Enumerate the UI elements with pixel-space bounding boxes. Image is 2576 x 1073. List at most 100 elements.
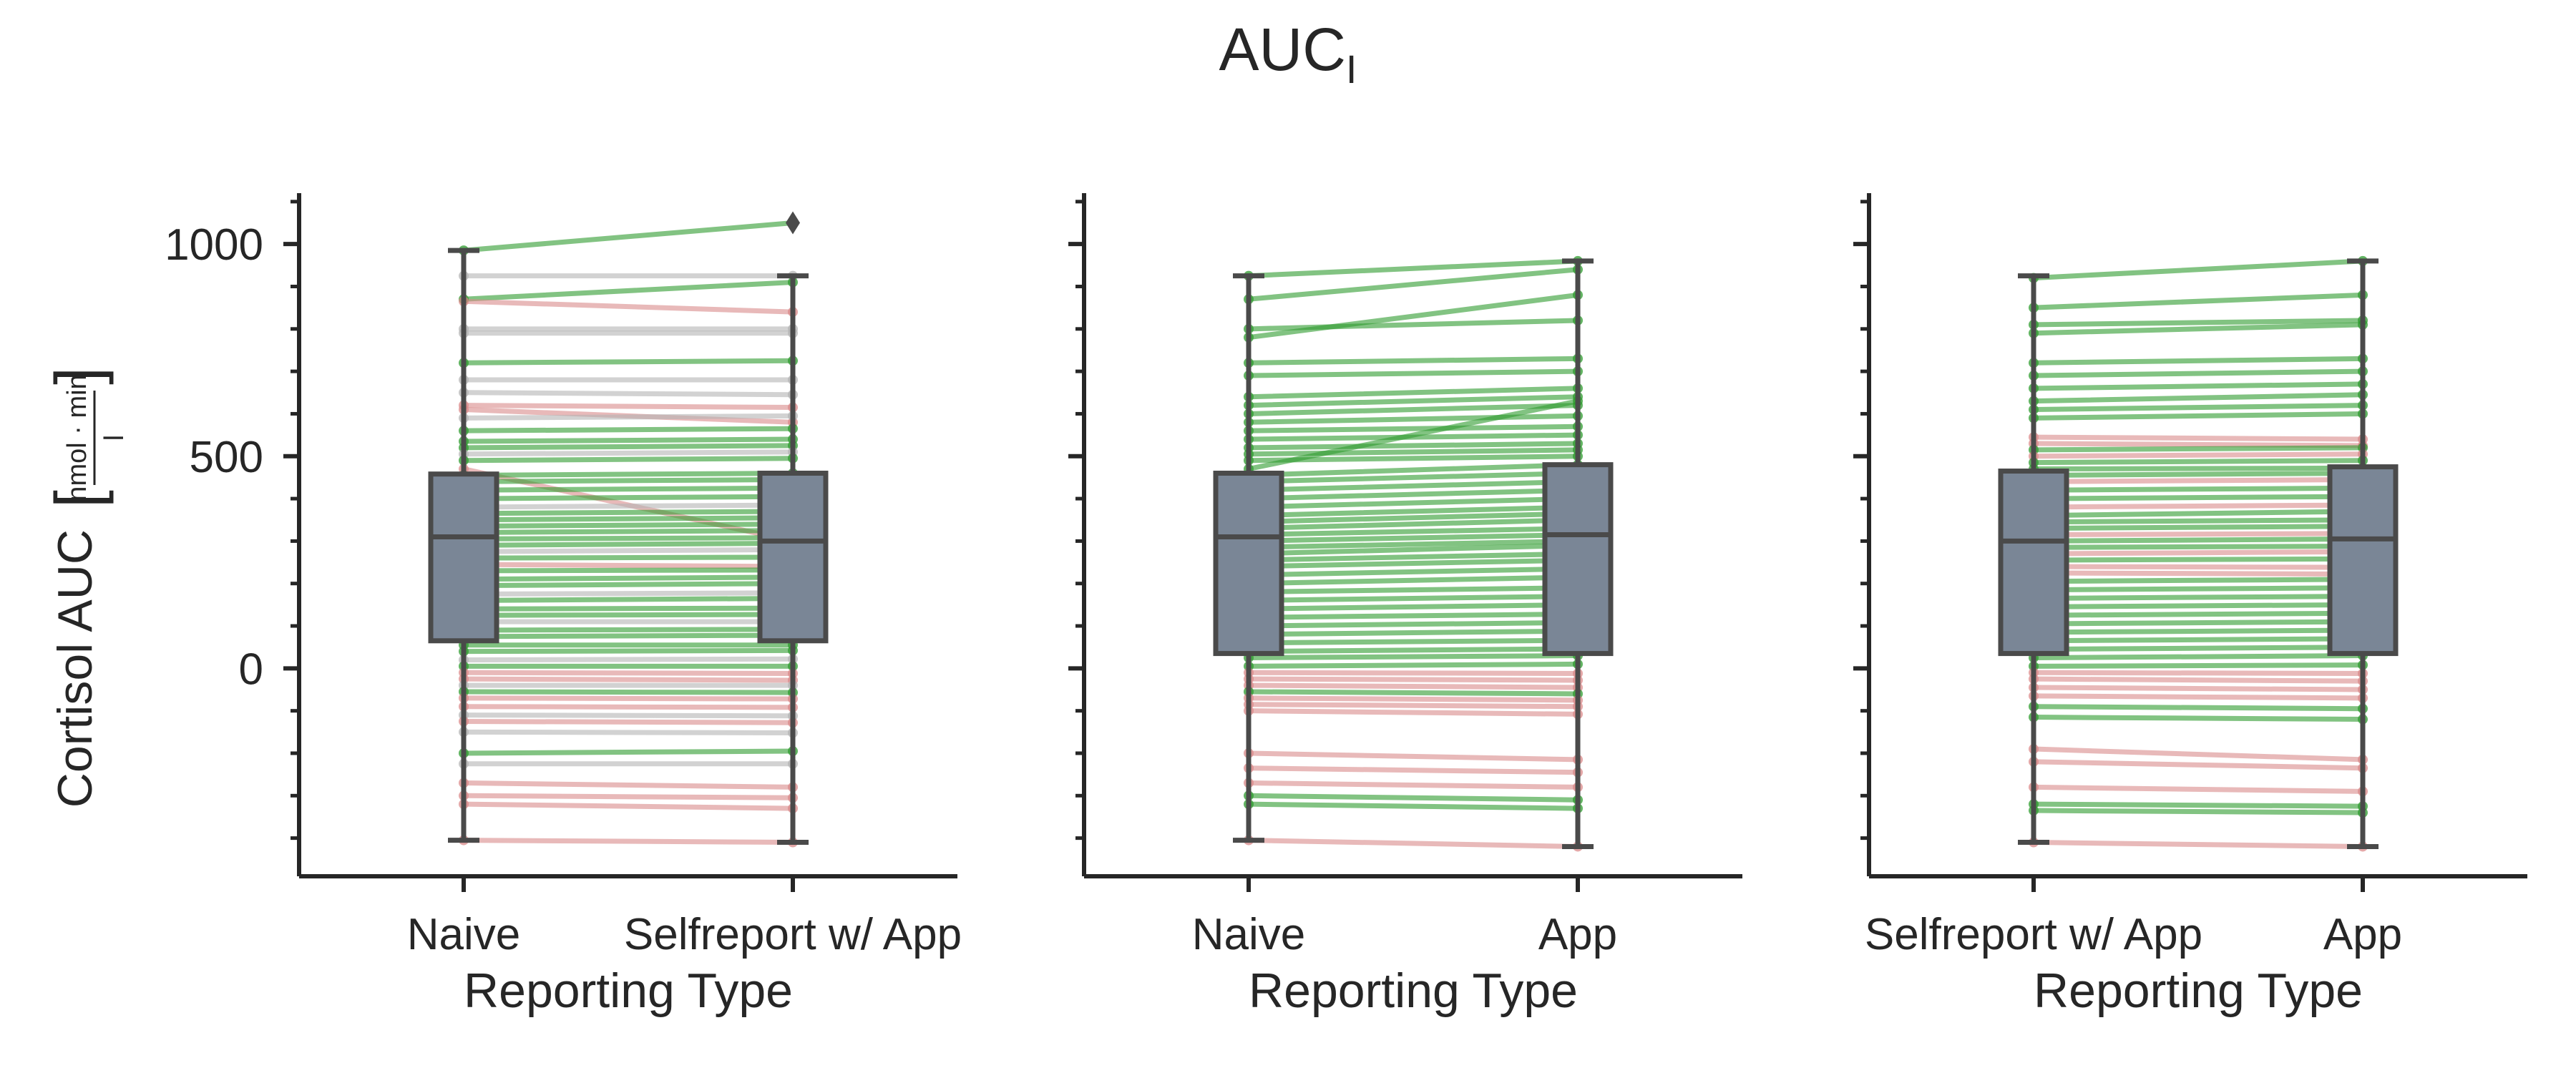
axes: Naive App Reporting Type — [1068, 193, 1742, 1018]
pair-line-increase — [2031, 524, 2366, 531]
pair-line-increase — [1246, 628, 1581, 637]
pair-line-decrease — [1246, 838, 1581, 849]
pair-line-decrease — [461, 403, 796, 411]
pair-line-increase — [2031, 544, 2366, 550]
pair-line-increase — [461, 595, 796, 603]
pair-line-increase — [1246, 661, 1581, 669]
pair-line-increase — [1246, 566, 1581, 578]
pair-line-increase — [461, 528, 796, 536]
pair-line-increase — [461, 554, 796, 561]
pair-line-decrease — [461, 695, 796, 702]
pair-line-increase — [2031, 801, 2366, 809]
pair-line-increase — [461, 612, 796, 618]
pair-line-decrease — [461, 718, 796, 725]
pair-line-decrease — [1246, 682, 1581, 690]
pair-line-increase — [1246, 470, 1581, 484]
pair-line-increase — [461, 567, 796, 574]
pair-line-increase — [461, 456, 796, 464]
pair-line-decrease — [1246, 750, 1581, 763]
pair-line-increase — [2031, 445, 2366, 453]
pair-line-decrease — [2031, 570, 2366, 577]
pair-line-increase — [1246, 447, 1581, 457]
pair-line-increase — [461, 605, 796, 612]
pair-line-increase — [1246, 653, 1581, 661]
pair-line-increase — [461, 581, 796, 589]
pair-line-increase — [2031, 465, 2366, 472]
pair-line-decrease — [461, 676, 796, 683]
pair-line-increase — [2031, 292, 2366, 310]
pair-line-neutral — [461, 413, 796, 421]
pair-line-increase — [461, 748, 796, 756]
pair-line-increase — [2031, 485, 2366, 493]
pair-line-increase — [1246, 526, 1581, 537]
pair-line-decrease — [461, 298, 796, 315]
pair-line-increase — [2031, 356, 2366, 366]
pair-line-decrease — [2031, 549, 2366, 557]
y-axis-label-group: Cortisol AUC [ nmol · min l ] — [43, 367, 130, 808]
pair-line-increase — [2031, 509, 2366, 519]
pair-line-decrease — [2031, 670, 2366, 676]
pair-line-increase — [1246, 557, 1581, 569]
boxplot-2 — [1542, 258, 1614, 849]
pair-line-decrease — [2031, 676, 2366, 684]
pair-line-increase — [2031, 470, 2366, 478]
pair-line-increase — [2031, 381, 2366, 391]
pair-line-neutral — [461, 390, 796, 398]
pair-line-decrease — [461, 801, 796, 811]
panels: 0 500 1000 Naive Selfreport w/ App Reporting … — [165, 193, 2527, 1018]
paired-lines — [2031, 258, 2366, 849]
pair-line-increase — [2031, 577, 2366, 584]
pair-line-increase — [2031, 322, 2366, 336]
y-axis-unit-bracket-right: ] — [43, 367, 114, 385]
pair-line-increase — [1246, 394, 1581, 408]
box-iqr — [1213, 470, 1284, 657]
pair-line-increase — [1246, 511, 1581, 525]
pair-line-increase — [1246, 403, 1581, 416]
pair-line-decrease — [2031, 759, 2366, 771]
pair-line-increase — [2031, 392, 2366, 404]
pair-line-increase — [2031, 662, 2366, 669]
pair-line-increase — [2031, 653, 2366, 661]
pair-line-increase — [2031, 403, 2366, 413]
pair-line-decrease — [1246, 702, 1581, 710]
pair-line-increase — [461, 280, 796, 302]
pair-line-increase — [2031, 494, 2366, 501]
pair-line-decrease — [461, 780, 796, 790]
x-tick-label: Naive — [407, 910, 521, 959]
pair-line-increase — [2031, 645, 2366, 652]
pair-line-increase — [1246, 479, 1581, 493]
y-axis-unit-numerator: nmol · min — [62, 374, 92, 501]
pair-line-increase — [1246, 538, 1581, 550]
pair-line-increase — [2031, 458, 2366, 466]
pair-line-increase — [1246, 532, 1581, 544]
pair-line-decrease — [461, 562, 796, 569]
pair-line-increase — [1246, 267, 1581, 302]
pair-line-increase — [461, 436, 796, 444]
panel-2: Naive App Reporting Type — [1068, 193, 1742, 1018]
x-tick-label: Naive — [1192, 910, 1306, 959]
panel-3: Selfreport w/ App App Reporting Type — [1853, 193, 2527, 1018]
x-axis-label: Reporting Type — [464, 964, 793, 1018]
pair-line-increase — [1246, 413, 1581, 425]
pair-line-increase — [1246, 646, 1581, 655]
figure-title: AUCI — [1219, 16, 1357, 92]
pair-line-decrease — [2031, 441, 2366, 449]
paired-lines — [461, 220, 796, 846]
pair-line-decrease — [1246, 708, 1581, 717]
pair-line-increase — [1246, 611, 1581, 620]
pair-line-increase — [1246, 356, 1581, 366]
pair-line-increase — [2031, 411, 2366, 421]
pair-line-increase — [1246, 602, 1581, 612]
pair-line-increase — [1246, 801, 1581, 811]
pair-line-increase — [1246, 292, 1581, 340]
pair-line-increase — [2031, 517, 2366, 525]
box-iqr — [1542, 462, 1614, 657]
box-iqr — [757, 470, 829, 644]
pair-line-increase — [1246, 517, 1581, 531]
pair-line-decrease — [2031, 434, 2366, 442]
pair-line-increase — [1246, 487, 1581, 501]
pair-line-increase — [461, 535, 796, 542]
pair-line-decrease — [2031, 685, 2366, 692]
pair-line-increase — [461, 443, 796, 451]
